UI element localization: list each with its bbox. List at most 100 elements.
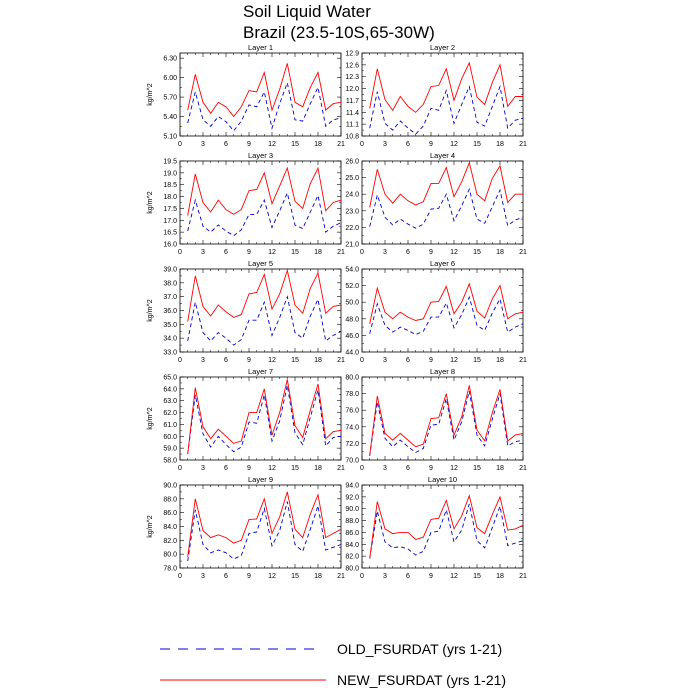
x-tick-label: 15 (291, 357, 299, 364)
y-tick-label: 78.0 (345, 391, 359, 398)
x-tick-label: 12 (450, 141, 458, 148)
y-tick-label: 11.7 (346, 98, 359, 105)
y-tick-label: 50.0 (345, 300, 359, 307)
x-tick-label: 18 (496, 465, 504, 472)
y-tick-label: 60.0 (163, 434, 177, 441)
x-tick-label: 0 (360, 465, 364, 472)
series-line-new (187, 268, 342, 322)
panel-3: Layer 3 0 3 6 9 12 15 18 21 16.0 16.5 17.0 17.5 18.0 1… (147, 151, 345, 256)
x-tick-label: 6 (224, 141, 228, 148)
x-tick-label: 18 (314, 357, 322, 364)
y-tick-label: 5.70 (163, 95, 177, 102)
panel-title: Layer 2 (430, 43, 455, 52)
x-tick-label: 3 (383, 357, 387, 364)
y-tick-label: 74.0 (345, 424, 359, 431)
series-line-old (187, 81, 342, 132)
y-tick-label: 12.0 (345, 86, 359, 93)
panel-2: Layer 2 0 3 6 9 12 15 18 21 10.8 11.1 11.4 11.7 12.0 1… (345, 43, 527, 148)
y-tick-label: 34.0 (163, 336, 177, 343)
y-tick-label: 72.0 (345, 441, 359, 448)
x-tick-label: 3 (201, 573, 205, 580)
x-tick-label: 9 (429, 249, 433, 256)
x-tick-label: 12 (268, 573, 276, 580)
y-tick-label: 92.0 (345, 494, 359, 501)
series-line-old (369, 390, 524, 456)
y-tick-label: 33.0 (163, 350, 177, 357)
x-tick-label: 0 (360, 141, 364, 148)
x-tick-label: 0 (360, 357, 364, 364)
x-tick-label: 12 (268, 141, 276, 148)
legend-label-old: OLD_FSURDAT (yrs 1-21) (337, 641, 502, 657)
x-tick-label: 12 (268, 465, 276, 472)
y-axis-label: kg/m^2 (147, 515, 154, 537)
series-line-old (369, 503, 524, 559)
x-tick-label: 18 (314, 249, 322, 256)
x-tick-label: 6 (406, 141, 410, 148)
x-tick-label: 6 (224, 357, 228, 364)
y-axis-label: kg/m^2 (147, 407, 154, 429)
y-tick-label: 70.0 (345, 458, 359, 465)
y-tick-label: 80.0 (345, 375, 359, 382)
plot-frame (361, 484, 524, 569)
y-tick-label: 61.0 (163, 422, 177, 429)
panel-title: Layer 6 (430, 259, 455, 268)
series-line-new (187, 63, 342, 118)
panel-title: Layer 7 (248, 367, 273, 376)
y-tick-label: 86.0 (163, 510, 177, 517)
series-line-new (369, 282, 524, 324)
x-tick-label: 18 (314, 573, 322, 580)
x-tick-label: 3 (383, 573, 387, 580)
panel-5: Layer 5 0 3 6 9 12 15 18 21 33.0 34.0 35.0 36.0 37.0 3… (147, 259, 345, 364)
y-tick-label: 94.0 (345, 483, 359, 490)
y-tick-label: 24.0 (345, 192, 359, 199)
title-line-1: Soil Liquid Water (243, 2, 371, 21)
panel-6: Layer 6 0 3 6 9 12 15 18 21 44.0 46.0 48.0 50.0 52.0 5… (345, 259, 527, 364)
x-tick-label: 15 (473, 573, 481, 580)
x-tick-label: 9 (429, 141, 433, 148)
title-line-2: Brazil (23.5-10S,65-30W) (243, 23, 435, 42)
y-tick-label: 44.0 (345, 350, 359, 357)
y-tick-label: 12.3 (345, 74, 359, 81)
series-line-new (369, 494, 524, 559)
y-tick-label: 88.0 (345, 518, 359, 525)
x-tick-label: 0 (178, 573, 182, 580)
plot-frame (361, 160, 524, 245)
x-tick-label: 12 (268, 249, 276, 256)
x-tick-label: 21 (337, 249, 345, 256)
series-line-old (369, 187, 524, 229)
panel-7: Layer 7 0 3 6 9 12 15 18 21 58.0 59.0 60.0 61.0 62.0 6… (147, 367, 345, 472)
x-tick-label: 3 (201, 249, 205, 256)
x-tick-label: 6 (406, 249, 410, 256)
series-line-old (187, 501, 342, 562)
x-tick-label: 21 (519, 573, 527, 580)
x-tick-label: 15 (291, 249, 299, 256)
y-tick-label: 37.0 (163, 294, 177, 301)
y-tick-label: 6.00 (163, 75, 177, 82)
x-tick-label: 6 (224, 465, 228, 472)
x-tick-label: 3 (201, 465, 205, 472)
series-line-old (369, 295, 524, 336)
y-tick-label: 62.0 (163, 410, 177, 417)
x-tick-label: 3 (201, 357, 205, 364)
y-tick-label: 6.30 (163, 56, 177, 63)
y-axis-label: kg/m^2 (147, 191, 154, 213)
x-tick-label: 6 (406, 573, 410, 580)
x-tick-label: 0 (360, 249, 364, 256)
y-tick-label: 36.0 (163, 308, 177, 315)
y-tick-label: 58.0 (163, 458, 177, 465)
y-tick-label: 82.0 (345, 554, 359, 561)
y-tick-label: 46.0 (345, 333, 359, 340)
panel-9: Layer 9 0 3 6 9 12 15 18 21 78.0 80.0 82.0 84.0 86.0 8… (147, 475, 345, 580)
y-tick-label: 52.0 (345, 283, 359, 290)
y-tick-label: 22.0 (345, 225, 359, 232)
y-tick-label: 19.5 (163, 159, 177, 166)
x-tick-label: 21 (337, 573, 345, 580)
panel-1: Layer 1 0 3 6 9 12 15 18 21 5.10 5.40 5.70 6.00 6.30 k… (147, 43, 345, 148)
y-tick-label: 23.0 (345, 208, 359, 215)
x-tick-label: 21 (519, 357, 527, 364)
y-tick-label: 54.0 (345, 267, 359, 274)
y-tick-label: 48.0 (345, 316, 359, 323)
series-line-old (187, 191, 342, 237)
y-axis-label: kg/m^2 (147, 83, 154, 105)
